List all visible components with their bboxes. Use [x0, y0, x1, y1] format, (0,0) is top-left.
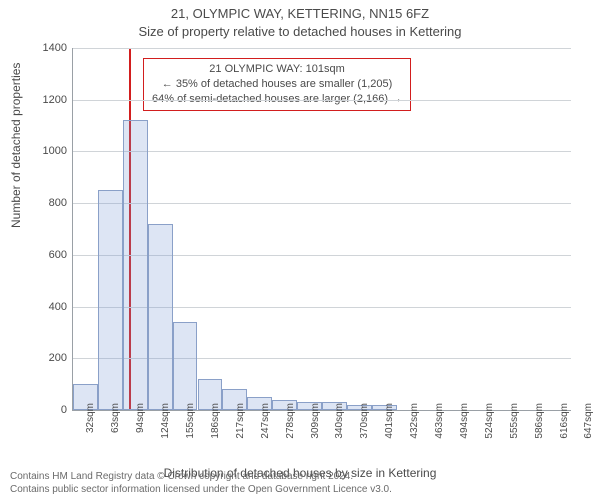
footer-line-1: Contains HM Land Registry data © Crown c… [10, 471, 392, 484]
page-title-subtitle: Size of property relative to detached ho… [0, 24, 600, 39]
footer-attribution: Contains HM Land Registry data © Crown c… [10, 471, 392, 496]
x-tick-label: 647sqm [583, 403, 594, 439]
x-tick-label: 616sqm [559, 403, 570, 439]
x-tick-label: 524sqm [484, 403, 495, 439]
y-tick-label: 1200 [43, 94, 67, 106]
histogram-bar [173, 322, 198, 410]
y-tick-label: 400 [49, 301, 67, 313]
page-title-address: 21, OLYMPIC WAY, KETTERING, NN15 6FZ [0, 6, 600, 21]
gridline [73, 151, 571, 152]
x-tick-label: 217sqm [235, 403, 246, 439]
y-tick-label: 1000 [43, 145, 67, 157]
annotation-line: ← 35% of detached houses are smaller (1,… [152, 77, 402, 92]
x-tick-label: 124sqm [160, 403, 171, 439]
x-tick-label: 309sqm [310, 403, 321, 439]
annotation-line: 21 OLYMPIC WAY: 101sqm [152, 62, 402, 77]
histogram-bar [148, 224, 173, 410]
x-tick-label: 432sqm [409, 403, 420, 439]
x-tick-label: 63sqm [110, 403, 121, 433]
x-tick-label: 186sqm [210, 403, 221, 439]
x-tick-label: 32sqm [85, 403, 96, 433]
histogram-plot: 21 OLYMPIC WAY: 101sqm← 35% of detached … [72, 48, 571, 411]
y-tick-label: 200 [49, 352, 67, 364]
x-tick-label: 463sqm [434, 403, 445, 439]
annotation-box: 21 OLYMPIC WAY: 101sqm← 35% of detached … [143, 58, 411, 111]
x-tick-label: 340sqm [334, 403, 345, 439]
x-tick-label: 94sqm [135, 403, 146, 433]
histogram-bar [123, 120, 148, 410]
gridline [73, 100, 571, 101]
x-tick-label: 494sqm [459, 403, 470, 439]
x-tick-label: 247sqm [260, 403, 271, 439]
x-tick-label: 555sqm [509, 403, 520, 439]
y-tick-label: 1400 [43, 42, 67, 54]
x-tick-label: 278sqm [285, 403, 296, 439]
histogram-bar [98, 190, 123, 410]
gridline [73, 203, 571, 204]
y-tick-label: 0 [61, 404, 67, 416]
x-tick-label: 370sqm [359, 403, 370, 439]
gridline [73, 48, 571, 49]
x-tick-label: 155sqm [185, 403, 196, 439]
y-tick-label: 800 [49, 197, 67, 209]
footer-line-2: Contains public sector information licen… [10, 484, 392, 497]
y-tick-label: 600 [49, 249, 67, 261]
y-axis-title: Number of detached properties [9, 63, 23, 228]
x-tick-label: 401sqm [384, 403, 395, 439]
x-tick-label: 586sqm [534, 403, 545, 439]
